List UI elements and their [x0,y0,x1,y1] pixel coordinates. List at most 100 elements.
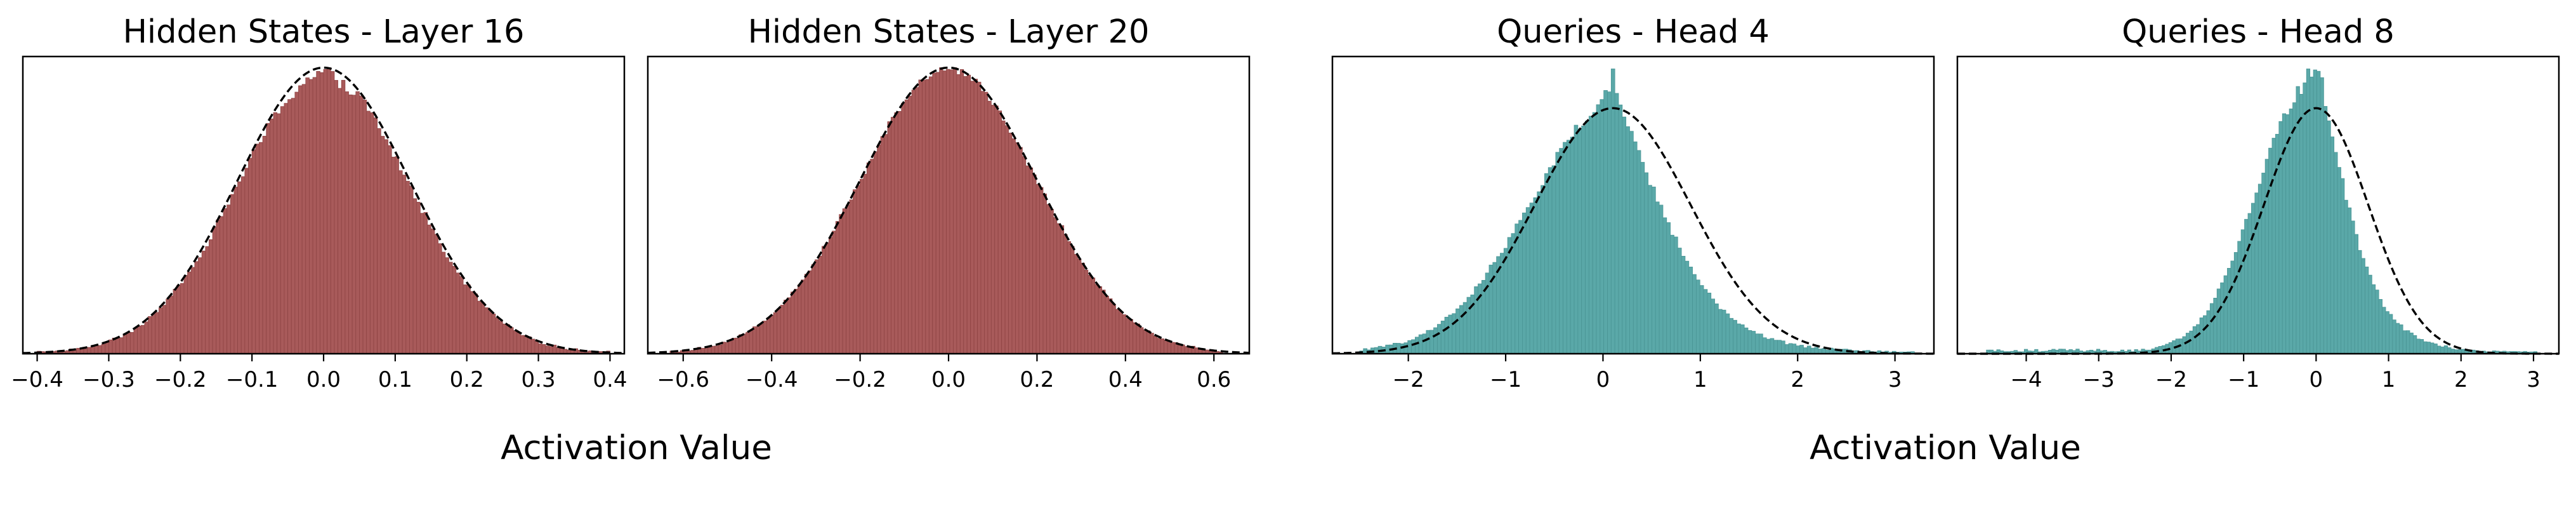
histogram-bar [2244,218,2249,354]
histogram-bar [897,110,902,354]
histogram-bar [1581,125,1586,354]
histogram-bar [1046,204,1051,354]
histogram-bar [1773,340,1778,354]
histogram-bar [395,156,399,354]
histogram-bar [452,265,457,354]
histogram-bar [1032,174,1037,354]
histogram-bar [1171,342,1175,354]
histogram-bar [1518,220,1523,354]
histogram-bar [520,335,525,354]
histogram-bar [711,345,716,354]
histogram-bar [935,72,940,354]
histogram-bar [1074,254,1078,354]
x-tick-label: −2 [2155,367,2187,392]
histogram-bar [176,285,181,354]
histogram-bar [348,94,353,354]
histogram-bar [959,69,964,354]
histogram-bar [140,325,145,354]
histogram-bar [409,185,414,354]
histogram-bar [1618,104,1623,354]
x-tick-label: 0 [1596,367,1610,392]
histogram-bar [925,79,930,354]
histogram-bar [990,105,996,354]
histogram-bar [1426,330,1431,354]
histogram-bar [1551,165,1556,354]
histogram-bar [1788,343,1793,354]
histogram-bar [2436,345,2441,354]
histogram-bar [2189,330,2193,354]
histogram-bar [2196,324,2200,354]
histogram-bar [963,76,968,354]
histogram-bar [949,69,954,354]
histogram-bar [2409,332,2414,354]
histogram-bar [1101,290,1106,354]
histogram-bar [280,106,285,354]
histogram-bar [1600,99,1605,354]
x-tick-label: 3 [1888,367,1902,392]
histogram-bar [1181,344,1185,354]
histogram-bar [2447,347,2452,354]
histogram-bar [1721,309,1726,354]
histogram-bar [707,347,712,354]
histogram-bar [1814,347,1819,354]
chart-title: Hidden States - Layer 16 [123,13,525,51]
histogram-bar [1429,330,1434,354]
histogram-bar [277,113,281,354]
histogram-bar [1636,150,1641,354]
histogram-bar [1025,165,1030,354]
histogram-bar [1515,224,1520,354]
histogram-bar [1648,185,1652,354]
histogram-bar [984,91,989,354]
histogram-bar [441,251,446,354]
histogram-bar [173,288,178,354]
histogram-bar [2341,178,2345,354]
histogram-bar [183,275,188,354]
histogram-bar [973,79,978,354]
histogram-bar [1626,126,1630,354]
histogram-bar [1053,217,1058,354]
histogram-bar [119,337,124,354]
histogram-bar [1577,128,1582,354]
histogram-bar [2368,274,2372,354]
histogram-bar [815,259,819,354]
x-tick-label: 1 [2382,367,2396,392]
histogram-bar [901,102,905,354]
x-axis-label-right: Activation Value [1810,429,2081,467]
histogram-bar [1098,286,1102,354]
histogram-bar [380,136,385,354]
histogram-bar [994,105,999,354]
histogram-bar [742,333,747,354]
histogram-bar [1112,304,1116,354]
histogram-bar [1122,314,1127,354]
histogram-bar [1177,344,1182,354]
histogram-bar [513,330,518,354]
histogram-bar [2261,173,2266,354]
histogram-bar [2227,267,2231,354]
histogram-bar [1522,212,1527,354]
histogram-bar [2430,342,2435,354]
histogram-bar [1740,324,1745,354]
histogram-bar [377,128,381,354]
histogram-bar [509,327,514,354]
histogram-bar [527,336,532,354]
histogram-bar [1570,137,1575,354]
x-tick-label: −0.2 [834,367,886,392]
histogram-bar [766,317,771,354]
histogram-bar [2275,133,2280,354]
histogram-bar [398,170,403,354]
histogram-bar [932,72,936,354]
x-tick-label: −0.1 [226,367,279,392]
histogram-bar [115,338,120,354]
histogram-bar [534,340,539,354]
histogram-bar [1478,283,1482,354]
histogram-bar [1711,298,1715,354]
histogram-bar [1792,344,1797,354]
histogram-bar [997,110,1002,354]
histogram-bar [126,331,131,354]
x-tick-label: −0.3 [82,367,135,392]
histogram-bars [669,67,1223,354]
histogram-bar [1466,297,1471,354]
histogram-bars [1986,69,2538,354]
histogram-bar [2392,319,2396,354]
